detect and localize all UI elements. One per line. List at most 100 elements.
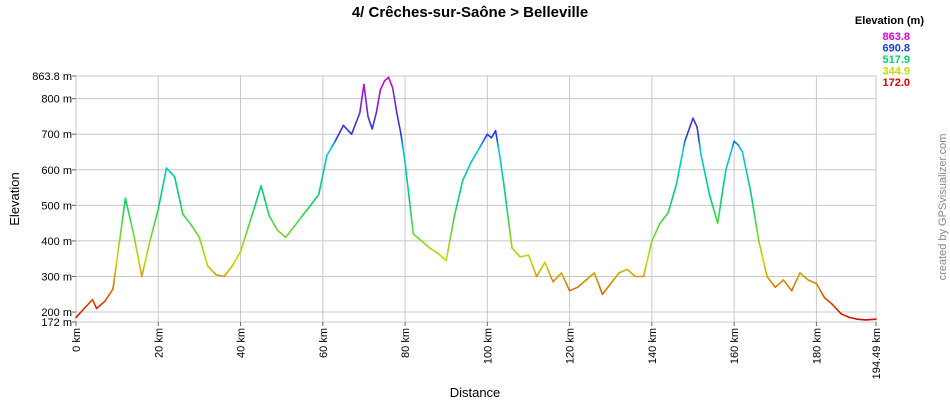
profile-point xyxy=(577,286,579,288)
profile-point xyxy=(470,161,472,164)
profile-point xyxy=(815,282,818,285)
profile-point xyxy=(412,233,415,235)
x-tick-label: 80 km xyxy=(400,328,412,358)
profile-point xyxy=(692,117,694,120)
y-tick-label: 500 m xyxy=(41,200,72,212)
profile-point xyxy=(231,265,234,267)
profile-point xyxy=(260,185,262,187)
profile-point xyxy=(651,240,653,242)
profile-point xyxy=(342,124,345,127)
profile-point xyxy=(453,215,456,217)
profile-point xyxy=(799,272,801,274)
profile-point xyxy=(552,281,554,283)
profile-point xyxy=(276,229,279,232)
profile-point xyxy=(737,144,740,146)
profile-point xyxy=(141,275,143,278)
profile-point xyxy=(741,151,744,153)
profile-point xyxy=(75,316,77,319)
profile-point xyxy=(83,307,86,310)
profile-point xyxy=(659,222,661,224)
profile-point xyxy=(807,279,809,281)
profile-point xyxy=(618,272,620,274)
profile-point xyxy=(774,286,777,288)
profile-point xyxy=(486,133,489,136)
profile-point xyxy=(675,183,678,185)
profile-point xyxy=(490,137,493,139)
profile-point xyxy=(404,161,406,164)
profile-point xyxy=(683,140,686,143)
profile-point xyxy=(301,215,304,217)
x-tick-label: 180 km xyxy=(811,328,823,364)
profile-point xyxy=(396,112,398,114)
profile-point xyxy=(387,76,390,79)
profile-point xyxy=(708,193,711,196)
profile-point xyxy=(848,316,851,319)
profile-point xyxy=(437,252,439,255)
profile-point xyxy=(716,222,719,224)
profile-point xyxy=(832,304,834,306)
profile-point xyxy=(383,80,386,82)
profile-point xyxy=(494,129,497,132)
profile-point xyxy=(478,147,480,150)
profile-point xyxy=(502,183,505,185)
profile-point xyxy=(190,224,192,226)
profile-point xyxy=(268,215,271,217)
profile-point xyxy=(445,259,447,262)
profile-point xyxy=(132,233,135,235)
y-tick-label: 172 m xyxy=(41,317,72,329)
profile-point xyxy=(157,208,160,210)
profile-point xyxy=(206,265,209,267)
grid-lines xyxy=(75,75,877,323)
y-tick-label: 800 m xyxy=(41,94,72,106)
profile-point xyxy=(149,240,151,242)
x-tick-label: 0 km xyxy=(71,328,83,352)
profile-point xyxy=(293,225,295,228)
profile-point xyxy=(626,268,628,271)
profile-point xyxy=(601,293,604,296)
profile-point xyxy=(634,275,637,278)
x-tick-label: 100 km xyxy=(482,328,494,364)
profile-point xyxy=(215,273,217,276)
profile-point xyxy=(593,272,596,274)
profile-point xyxy=(823,297,826,299)
legend-item: 344.9 xyxy=(882,66,910,78)
profile-point xyxy=(864,319,867,321)
profile-point xyxy=(363,83,365,86)
y-tick-label: 600 m xyxy=(41,165,72,177)
profile-point xyxy=(511,247,513,249)
profile-point xyxy=(544,261,546,264)
profile-point xyxy=(428,247,431,249)
profile-point xyxy=(856,318,859,320)
profile-point xyxy=(367,115,369,118)
profile-point xyxy=(642,275,645,278)
profile-point xyxy=(375,112,378,114)
profile-point xyxy=(309,204,312,207)
x-tick-label: 194.49 km xyxy=(871,328,883,379)
profile-point xyxy=(790,289,793,292)
x-tick-label: 160 km xyxy=(729,328,741,364)
profile-point xyxy=(284,236,287,239)
x-tick-label: 20 km xyxy=(153,328,165,358)
profile-point xyxy=(420,240,423,242)
profile-point xyxy=(326,154,328,157)
y-axis-label: Elevation xyxy=(7,172,22,225)
profile-point xyxy=(391,87,394,89)
x-tick-label: 120 km xyxy=(565,328,577,364)
y-tick-label: 400 m xyxy=(41,236,72,248)
profile-point xyxy=(700,154,703,157)
y-tick-label: 863.8 m xyxy=(32,71,72,83)
profile-point xyxy=(400,133,402,136)
legend-item: 517.9 xyxy=(882,54,910,66)
profile-point xyxy=(840,313,842,315)
y-tick-label: 300 m xyxy=(41,271,72,283)
profile-point xyxy=(782,279,785,281)
profile-point xyxy=(334,140,336,143)
x-tick-label: 60 km xyxy=(318,328,330,358)
plot-area xyxy=(75,75,877,323)
profile-point xyxy=(379,88,382,91)
credit-text: created by GPSvisualizer.com xyxy=(937,134,949,281)
x-tick-label: 40 km xyxy=(236,328,248,358)
